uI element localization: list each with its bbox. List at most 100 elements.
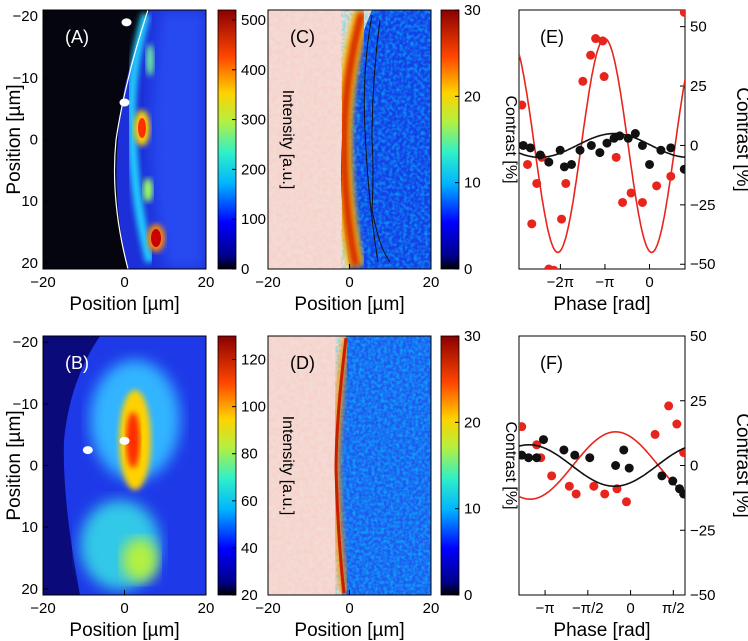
- data-point-series-1: [570, 450, 580, 460]
- y-tick-label: 0: [30, 132, 38, 149]
- panel-label: (C): [290, 27, 315, 47]
- data-point-series-0: [519, 422, 527, 432]
- marker-dot: [82, 446, 93, 455]
- colorbar-label: Contrast [%]: [502, 421, 519, 509]
- x-tick-label: 20: [198, 600, 215, 617]
- x-tick-label: π/2: [662, 600, 685, 617]
- y-tick-label: −25: [690, 522, 715, 539]
- colorbar-tick-label: 60: [241, 493, 258, 510]
- data-point-series-0: [561, 178, 571, 188]
- data-point-series-1: [538, 435, 548, 445]
- data-point-series-1: [525, 143, 535, 153]
- y-tick-label: −20: [13, 8, 38, 25]
- colorbar-tick-label: 400: [241, 62, 266, 79]
- data-point-series-0: [547, 471, 557, 481]
- panel-frame: [518, 9, 686, 270]
- x-tick-label: −20: [30, 274, 55, 291]
- data-point-series-0: [586, 50, 596, 60]
- data-point-series-1: [559, 445, 569, 455]
- y-axis-label: Contrast [%]: [732, 413, 748, 518]
- colorbar-tick-label: 200: [241, 161, 266, 178]
- x-tick-label: −2π: [547, 274, 574, 291]
- data-point-series-0: [618, 197, 628, 207]
- data-point-series-0: [599, 72, 609, 82]
- x-tick-label: 20: [423, 274, 440, 291]
- marker-dot: [121, 18, 132, 27]
- data-point-series-0: [519, 100, 527, 110]
- data-point-series-1: [623, 133, 633, 143]
- x-tick-label: 20: [423, 600, 440, 617]
- colorbar-label: Intensity [a.u.]: [279, 416, 296, 516]
- x-tick-label: 20: [198, 274, 215, 291]
- data-point-series-0: [672, 419, 682, 429]
- data-point-series-0: [679, 10, 685, 17]
- x-tick-label: 0: [120, 274, 128, 291]
- colorbar: [217, 9, 237, 270]
- y-tick-label: 10: [21, 519, 38, 536]
- panel-b-heatmap: [43, 336, 206, 595]
- colorbar-tick-label: 10: [464, 175, 481, 192]
- data-point-series-0: [578, 76, 588, 86]
- data-point-series-1: [637, 140, 647, 150]
- data-point-series-1: [602, 138, 612, 148]
- x-tick-label: −20: [30, 600, 55, 617]
- data-point-series-1: [657, 471, 667, 481]
- x-tick-label: 0: [626, 600, 634, 617]
- panel-label: (E): [540, 27, 564, 47]
- colorbar: [217, 335, 237, 596]
- y-tick-label: 25: [690, 78, 707, 95]
- y-tick-label: 50: [690, 328, 707, 345]
- y-tick-label: −10: [13, 396, 38, 413]
- data-point-series-0: [621, 497, 631, 507]
- data-point-series-0: [637, 197, 647, 207]
- data-point-series-1: [585, 453, 595, 463]
- x-tick-label: 0: [120, 600, 128, 617]
- colorbar-tick-label: 0: [464, 261, 472, 278]
- x-tick-label: 0: [345, 600, 353, 617]
- colorbar-tick-label: 100: [241, 399, 266, 416]
- plot-area: [519, 10, 685, 269]
- panel-c-heatmap: [268, 10, 431, 269]
- x-axis-label: Position [µm]: [69, 294, 179, 315]
- data-point-series-1: [611, 461, 621, 470]
- colorbar-tick-label: 0: [464, 587, 472, 604]
- data-point-series-0: [571, 489, 581, 499]
- x-axis-label: Position [µm]: [294, 620, 404, 641]
- data-point-series-1: [630, 129, 640, 139]
- data-point-series-1: [679, 489, 685, 499]
- colorbar-tick-label: 0: [241, 261, 249, 278]
- x-tick-label: −π: [595, 274, 614, 291]
- data-point-series-0: [598, 36, 608, 46]
- x-axis-label: Position [µm]: [294, 294, 404, 315]
- y-axis-label: Position [µm]: [4, 84, 25, 194]
- data-point-series-1: [532, 453, 542, 463]
- colorbar: [440, 335, 460, 596]
- colorbar-tick-label: 100: [241, 211, 266, 228]
- colorbar-label: Contrast [%]: [502, 95, 519, 183]
- data-point-series-0: [611, 152, 621, 162]
- data-point-series-1: [619, 445, 629, 455]
- data-point-series-0: [650, 429, 660, 439]
- data-point-series-1: [586, 140, 596, 150]
- data-point-series-0: [591, 34, 601, 44]
- data-point-series-0: [564, 481, 574, 491]
- data-point-series-0: [666, 171, 676, 181]
- plot-area: [519, 401, 685, 507]
- panel-label: (F): [540, 353, 563, 373]
- panel-label: (D): [290, 353, 315, 373]
- data-point-series-0: [664, 401, 674, 411]
- y-tick-label: −50: [690, 256, 715, 273]
- panel-d-heatmap: [268, 336, 431, 595]
- colorbar-tick-label: 20: [464, 414, 481, 431]
- y-tick-label: −50: [690, 587, 715, 604]
- colorbar-tick-label: 40: [241, 540, 258, 557]
- y-tick-label: −25: [690, 197, 715, 214]
- y-tick-label: 0: [690, 458, 698, 475]
- data-point-series-0: [549, 265, 559, 269]
- data-point-series-1: [544, 157, 554, 167]
- y-tick-label: 0: [690, 137, 698, 154]
- x-tick-label: 0: [645, 274, 653, 291]
- colorbar-label: Intensity [a.u.]: [279, 90, 296, 190]
- y-axis-label: Contrast [%]: [732, 87, 748, 192]
- y-tick-label: 50: [690, 19, 707, 36]
